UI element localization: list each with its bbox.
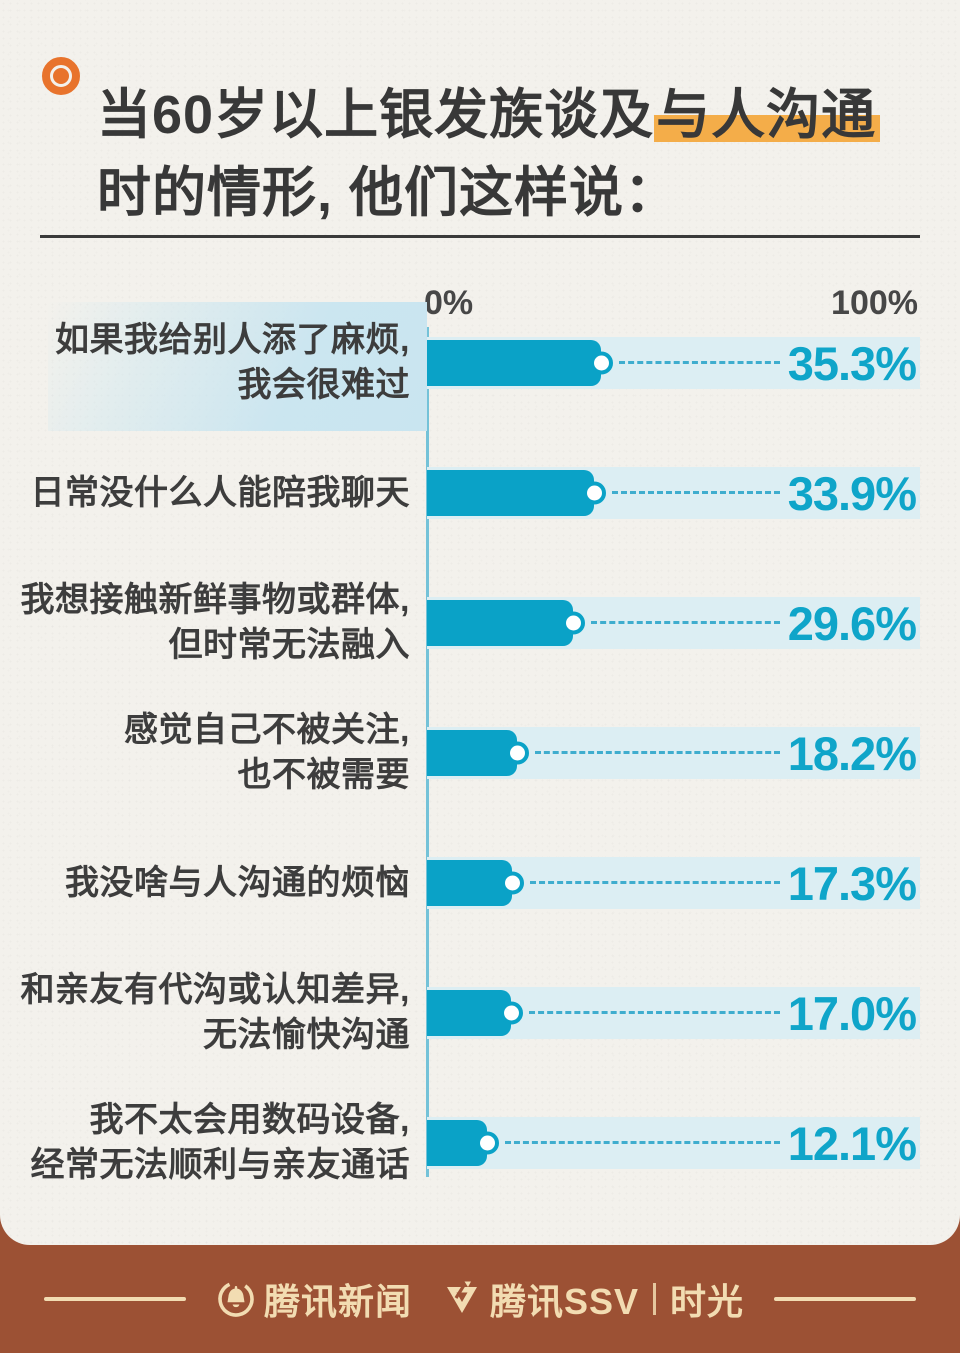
bar-area: 33.9% — [427, 428, 920, 558]
bar-endpoint-circle — [505, 741, 529, 765]
bar-endpoint-circle — [501, 871, 525, 895]
bar-track: 12.1% — [427, 1117, 920, 1170]
content-card: 当60岁以上银发族谈及与人沟通 时的情形, 他们这样说： 0% 100% 如果我… — [0, 0, 960, 1245]
leader-dotted-line — [590, 621, 780, 624]
bar-area: 29.6% — [427, 558, 920, 688]
bar-area: 12.1% — [427, 1078, 920, 1208]
chart-row: 感觉自己不被关注, 也不被需要 18.2% — [0, 688, 920, 818]
bar-endpoint-circle — [583, 481, 607, 505]
bar-track: 33.9% — [427, 467, 920, 520]
row-label: 日常没什么人能陪我聊天 — [30, 473, 410, 512]
row-label: 我没啥与人沟通的烦恼 — [65, 863, 410, 902]
bar-chart: 如果我给别人添了麻烦, 我会很难过 35.3% 日常没什么人能陪我聊天 33.9%… — [0, 298, 920, 1208]
title-line2: 时的情形, 他们这样说： — [97, 163, 680, 224]
footer-right-line — [774, 1297, 917, 1301]
leader-dotted-line — [619, 361, 780, 364]
bar-area: 17.3% — [427, 818, 920, 948]
value-label: 33.9% — [787, 467, 917, 520]
leader-dotted-line — [528, 1011, 780, 1014]
bar-track: 18.2% — [427, 727, 920, 780]
bar-area: 17.0% — [427, 948, 920, 1078]
footer: 腾讯新闻 腾讯SSV 时光 — [0, 1245, 960, 1353]
row-label: 我想接触新鲜事物或群体, 但时常无法融入 — [20, 581, 410, 664]
row-label: 感觉自己不被关注, 也不被需要 — [124, 711, 410, 794]
title-divider — [40, 235, 920, 238]
bell-icon — [218, 1281, 254, 1317]
label-highlight-bg — [48, 302, 427, 431]
leader-dotted-line — [530, 881, 780, 884]
bar — [427, 860, 525, 906]
bullseye-icon — [42, 57, 80, 95]
tencent-news-label: 腾讯新闻 — [263, 1281, 412, 1322]
bar-endpoint-circle — [590, 351, 614, 375]
title-highlighted-phrase: 与人沟通 — [654, 85, 881, 146]
chart-row: 和亲友有代沟或认知差异, 无法愉快沟通 17.0% — [0, 948, 920, 1078]
bar-track: 35.3% — [427, 337, 920, 390]
chart-row: 我不太会用数码设备, 经常无法顺利与亲友通话 12.1% — [0, 1078, 920, 1208]
chart-row: 如果我给别人添了麻烦, 我会很难过 35.3% — [0, 298, 920, 428]
value-label: 17.0% — [787, 987, 917, 1040]
title-line1-text: 当60岁以上银发族谈及 — [97, 85, 655, 146]
leader-dotted-line — [504, 1141, 780, 1144]
bar — [427, 730, 529, 776]
bar — [427, 990, 523, 1036]
value-label: 18.2% — [787, 727, 917, 780]
shiguang-label: 时光 — [670, 1281, 745, 1322]
leader-dotted-line — [612, 491, 780, 494]
value-label: 12.1% — [787, 1117, 917, 1170]
bar-track: 17.3% — [427, 857, 920, 910]
chart-row: 我没啥与人沟通的烦恼 17.3% — [0, 818, 920, 948]
ssv-shield-icon — [446, 1281, 477, 1313]
axis-max-label: 100% — [831, 284, 918, 322]
bar — [427, 470, 607, 516]
tencent-ssv-label: 腾讯SSV — [489, 1281, 640, 1322]
tencent-ssv-logo: 腾讯SSV 时光 — [442, 1273, 744, 1325]
bar — [427, 600, 585, 646]
bar — [427, 1120, 499, 1166]
tencent-news-logo: 腾讯新闻 — [216, 1273, 412, 1325]
bar-endpoint-circle — [475, 1131, 499, 1155]
chart-row: 日常没什么人能陪我聊天 33.9% — [0, 428, 920, 558]
logo-separator — [653, 1283, 657, 1315]
bar-track: 17.0% — [427, 987, 920, 1040]
row-label: 如果我给别人添了麻烦, 我会很难过 — [55, 321, 410, 404]
row-label: 和亲友有代沟或认知差异, 无法愉快沟通 — [20, 971, 410, 1054]
value-label: 35.3% — [787, 337, 917, 390]
bar-endpoint-circle — [499, 1001, 523, 1025]
footer-left-line — [43, 1297, 186, 1301]
leader-dotted-line — [534, 751, 780, 754]
bar-area: 18.2% — [427, 688, 920, 818]
bar — [427, 340, 614, 386]
row-label: 我不太会用数码设备, 经常无法顺利与亲友通话 — [30, 1101, 410, 1184]
title-line1: 当60岁以上银发族谈及与人沟通 — [97, 85, 881, 146]
bar-area: 35.3% — [427, 298, 920, 428]
bar-endpoint-circle — [561, 611, 585, 635]
bar-track: 29.6% — [427, 597, 920, 650]
value-label: 17.3% — [787, 857, 917, 910]
page-title: 当60岁以上银发族谈及与人沟通 时的情形, 他们这样说： — [97, 76, 937, 232]
value-label: 29.6% — [787, 597, 917, 650]
chart-row: 我想接触新鲜事物或群体, 但时常无法融入 29.6% — [0, 558, 920, 688]
axis-min-label: 0% — [424, 284, 474, 322]
